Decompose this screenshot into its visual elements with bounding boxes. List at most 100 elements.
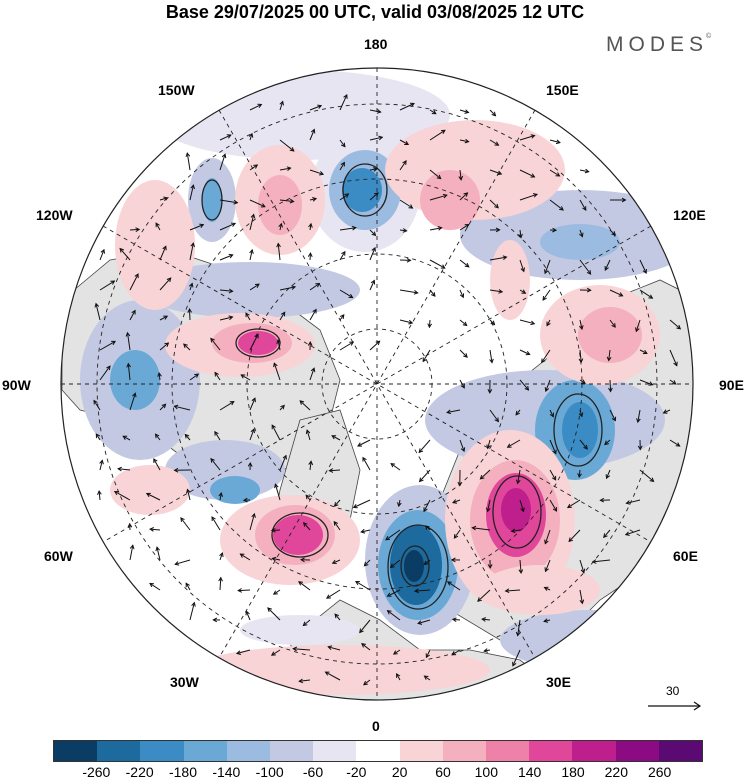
wind-vector-head [431,109,437,115]
wind-vector [279,312,286,321]
wind-vector [187,489,191,501]
wind-vector-head [344,193,350,198]
wind-vector [482,618,491,621]
wind-vector-head [624,531,630,536]
brand-mark: © [706,33,712,40]
wind-vector-head [555,172,561,177]
map-border [60,67,694,701]
wind-vector [519,559,522,574]
wind-vector-head [555,139,561,145]
map-disk [61,68,693,700]
wind-vector-head [521,289,527,294]
wind-vector-head [515,410,520,416]
colorbar-tick-label: 140 [517,764,542,780]
wind-vector [549,169,560,177]
wind-vector [429,129,446,141]
wind-vector [519,379,529,391]
wind-vector-head [237,588,243,593]
wind-vector [519,319,535,325]
wind-vector-head [319,171,325,176]
colorbar-segment [226,741,271,761]
wind-vector [303,619,311,626]
wind-vector [249,429,255,441]
wind-vector-head [333,502,339,507]
wind-vector [309,169,324,175]
colorbar-segment [486,741,530,761]
wind-vector [663,409,671,414]
wind-vector [219,316,233,321]
wind-vector-head [494,203,499,209]
wind-vector-head [149,527,154,532]
colorbar-tick-label: 260 [647,764,672,780]
wind-vector-head [376,109,382,114]
wind-vector [153,458,161,471]
wind-vector-head [370,279,376,285]
wind-vector [429,289,436,297]
wind-vector [271,649,281,656]
wind-vector-head [303,522,308,527]
wind-vector [306,429,311,441]
wind-vector [339,227,356,231]
wind-vector [517,619,521,636]
wind-vector [489,319,495,325]
colorbar-tick-label: 100 [474,764,499,780]
wind-vector-head [649,477,655,483]
wind-vector-head [543,618,549,623]
wind-vector [309,105,322,111]
wind-vector-head [307,252,313,258]
wind-vector-head [487,389,493,394]
wind-vector [309,129,315,141]
wind-vector [279,167,291,171]
wind-vector-head [532,193,539,198]
wind-vector [329,469,341,472]
wind-vector-head [408,204,414,209]
wind-vector-head [542,295,547,301]
wind-vector [361,529,371,533]
colorbar-segment [399,741,443,761]
wind-vector-head [305,429,311,435]
wind-vector [452,499,461,504]
wind-vector [505,589,521,592]
wind-vector-head [637,445,643,451]
wind-vector [578,469,581,478]
wind-vector-head [427,323,433,329]
wind-vector-head [662,409,668,414]
wind-vector [159,246,167,261]
wind-vector [210,458,221,471]
wind-vector [452,618,461,621]
wind-vector [429,109,437,115]
wind-vector [236,649,251,654]
wind-vector-head [360,528,366,534]
wind-vector [609,289,623,297]
wind-vector [309,461,312,471]
wind-vector-head [583,444,588,450]
wind-vector-head [99,459,104,465]
wind-vector [186,153,191,171]
wind-vector [609,409,616,421]
wind-vector [249,103,262,111]
wind-vector-head [242,497,248,503]
wind-vector [519,499,524,512]
wind-vector-head [591,559,597,564]
wind-vector [603,529,611,538]
wind-vector [579,169,589,173]
wind-vector [99,280,115,291]
wind-vector [480,469,491,480]
colorbar-tick-label: -220 [125,764,154,780]
wind-vector-head [210,337,215,343]
wind-vector [271,529,281,531]
wind-vector-head [452,499,458,504]
wind-vector-head [402,228,408,233]
wind-vector [549,499,557,512]
wind-vector [609,319,616,328]
wind-vector-head [603,533,608,539]
wind-vector-head [341,250,346,256]
wind-vector-head [524,385,530,391]
wind-vector-head [544,567,549,573]
wind-vector-head [483,648,489,653]
wind-vector [119,248,131,261]
wind-vector-head [580,568,586,574]
wind-vector-head [530,134,536,139]
wind-vector [542,289,551,301]
wind-vector [309,283,320,291]
